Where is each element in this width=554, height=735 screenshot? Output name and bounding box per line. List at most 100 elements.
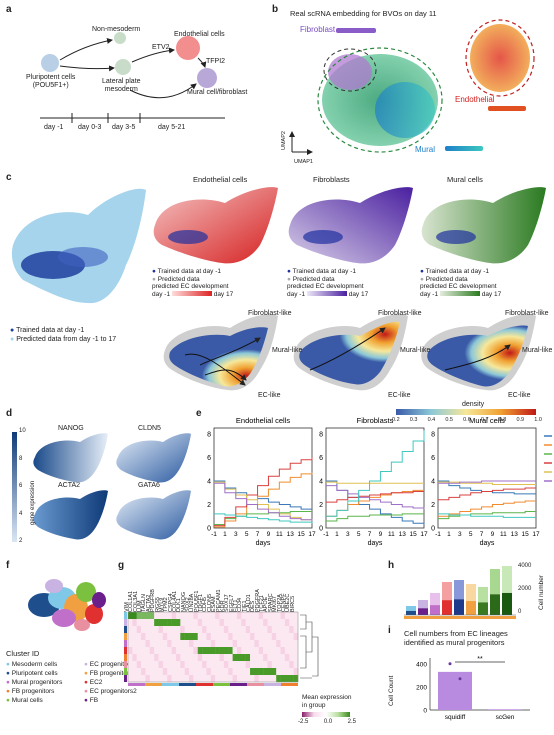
g-cell-7-9 [167,661,172,669]
c-umap-fibroblasts [288,187,413,264]
g-cell-2-20 [215,626,220,634]
e-xtick-1-6: 11 [388,531,395,538]
g-cell-0-38 [293,612,299,620]
c-density-ec-like-3: EC-like [508,392,531,399]
g-cell-0-3 [141,612,146,620]
label-lateral: Lateral plate mesoderm [102,78,141,93]
g-cell-2-9 [167,626,172,634]
g-cell-3-12 [180,633,185,641]
g-cell-6-36 [284,654,290,662]
e-series-1-5 [326,485,425,510]
g-cell-8-4 [145,668,150,676]
g-cell-4-18 [206,640,212,648]
g-cell-1-10 [171,619,177,627]
g-cell-5-24 [232,647,238,655]
g-cell-8-10 [171,668,177,676]
g-cell-6-7 [158,654,164,662]
g-cell-3-29 [254,633,259,641]
e-xtick-0-2: 3 [234,531,238,538]
c-title-fibroblasts: Fibroblasts [313,175,350,184]
h-bar-top-7 [490,569,500,595]
g-cell-5-34 [276,647,281,655]
g-cell-6-27 [245,654,251,662]
g-cell-0-20 [215,612,220,620]
g-cell-0-8 [162,612,168,620]
d-colorbar-ticks: 10 8 6 4 2 [19,428,26,544]
g-cell-2-12 [180,626,185,634]
i-bar-0 [438,671,472,710]
g-cell-5-33 [271,647,277,655]
c-legend-trained: ● Trained data at day -1 [10,327,85,334]
g-cell-4-15 [193,640,198,648]
g-cell-4-34 [276,640,281,648]
f-legend-item-6: ● FB progenitors [6,688,84,695]
g-cell-4-30 [258,640,264,648]
g-cell-4-33 [271,640,277,648]
g-cell-9-21 [219,675,225,683]
g-cell-1-31 [263,619,268,627]
f-legend-dot-8: ● [6,697,10,704]
e-xtick-2-8: 15 [521,531,529,538]
g-cell-6-6 [154,654,159,662]
g-cell-7-1 [132,661,137,669]
g-cell-4-38 [293,640,299,648]
g-cell-5-3 [141,647,146,655]
e-xtick-0-5: 9 [267,531,271,538]
g-cell-7-2 [136,661,142,669]
i-point-0 [448,662,452,666]
g-cell-3-27 [245,633,251,641]
f-legend-item-9: ● FB [84,697,166,704]
g-cell-9-13 [184,675,190,683]
b-label-endothelial: Endothelial [455,95,495,104]
g-cell-0-37 [289,612,294,620]
g-cell-4-3 [141,640,146,648]
g-cell-8-21 [219,668,225,676]
panel-h-label: h [388,560,395,571]
g-cell-8-3 [141,668,146,676]
panel-f-label: f [6,560,10,571]
g-row-color-9 [124,675,127,682]
g-cell-7-0 [128,661,133,669]
g-cell-6-33 [271,654,277,662]
e-xlabel-1: days [368,540,383,547]
g-cell-0-7 [158,612,164,620]
g-cell-3-7 [158,633,164,641]
g-cell-2-2 [136,626,142,634]
g-cell-6-1 [132,654,137,662]
g-cell-2-31 [263,626,268,634]
h-yticks: 4000 2000 0 [518,563,532,615]
g-cell-3-17 [202,633,207,641]
g-cell-8-20 [215,668,220,676]
g-cell-5-30 [258,647,264,655]
label-tfpi2: TFPI2 [206,58,226,65]
g-gene-label-38: BIRC5 [289,595,296,612]
g-cell-9-24 [232,675,238,683]
g-cell-6-3 [141,654,146,662]
g-cell-9-38 [293,675,299,683]
g-colorbar-ticks: -2.5 0.0 2.5 [298,719,356,725]
c-density-mural-like-1: Mural-like [272,347,303,354]
g-cell-7-23 [228,661,233,669]
g-cell-8-11 [175,668,181,676]
g-cell-8-23 [228,668,233,676]
g-cell-8-6 [154,668,159,676]
f-cluster-legend: ● Mesoderm cells ● EC progenitors1 ● Pluri… [6,661,166,704]
g-cell-1-27 [245,619,251,627]
g-cell-2-29 [254,626,259,634]
g-cell-2-4 [145,626,150,634]
e-series-2-5 [438,480,536,484]
g-cell-1-5 [149,619,155,627]
f-legend-item-7: ● EC progenitors2 [84,688,166,695]
g-cell-7-26 [241,661,246,669]
node-non-mesoderm [114,32,126,44]
g-cell-2-36 [284,626,290,634]
g-cell-5-16 [197,647,203,655]
i-xtick-1: scGen [496,714,515,721]
g-cell-6-16 [197,654,203,662]
g-cell-2-21 [219,626,225,634]
g-col-color-2 [162,683,179,686]
h-bar-top-6 [478,587,488,603]
g-cell-3-15 [193,633,198,641]
node-endothelial [176,36,200,60]
g-cell-1-15 [193,619,198,627]
